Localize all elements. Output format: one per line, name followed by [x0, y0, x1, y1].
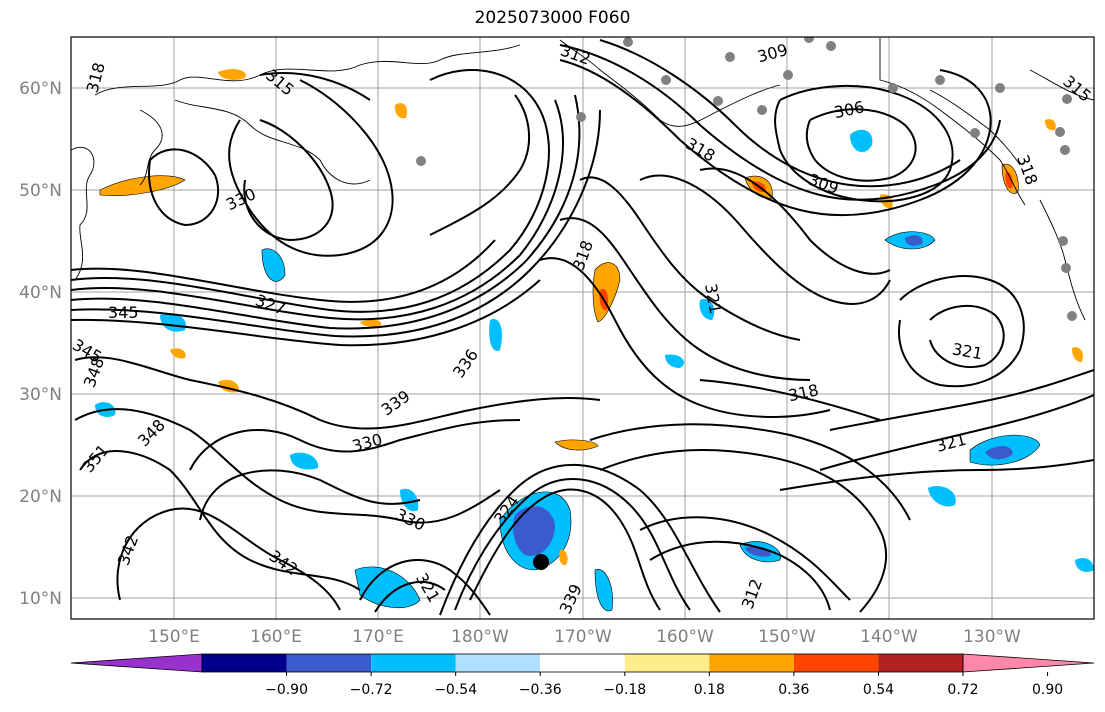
lon-label: 170°W — [554, 627, 612, 647]
colorbar-swatch — [540, 654, 625, 672]
lon-label: 150°E — [148, 627, 200, 647]
colorbar-swatch — [709, 654, 794, 672]
contour-label: 345 — [108, 303, 139, 322]
lon-label: 160°W — [656, 627, 714, 647]
colorbar-swatch — [455, 654, 541, 672]
colorbar-tick-label: −0.54 — [434, 682, 477, 698]
longitude-labels: 150°E 160°E 170°E 180°W 170°W 160°W 150°… — [148, 627, 1021, 647]
colorbar-tick-label: 0.90 — [1032, 682, 1063, 698]
plot-frame — [70, 36, 1095, 620]
lon-label: 150°W — [758, 627, 816, 647]
colorbar-swatch — [624, 654, 710, 672]
contours — [71, 39, 1094, 616]
map-title: 2025073000 F060 — [474, 8, 631, 28]
colorbar-swatch — [878, 654, 963, 672]
colorbar-tick-label: 0.18 — [694, 682, 725, 698]
lon-label: 130°W — [963, 627, 1021, 647]
colorbar-extend-high — [962, 653, 1095, 673]
colorbar-swatch — [793, 654, 879, 672]
station-markers — [416, 37, 1077, 321]
colorbar-swatch — [286, 654, 372, 672]
colorbar-swatch — [202, 654, 287, 672]
lon-label: 160°E — [250, 627, 302, 647]
lon-label: 180°W — [451, 627, 509, 647]
lat-label: 40°N — [19, 283, 62, 303]
colorbar-tick-label: 0.72 — [947, 682, 978, 698]
colorbar-extend-low — [70, 653, 203, 673]
lat-label: 50°N — [19, 181, 62, 201]
latitude-labels: 60°N 50°N 40°N 30°N 20°N 10°N — [19, 79, 62, 609]
colorbar-tick-label: −0.72 — [350, 682, 393, 698]
coastlines — [71, 38, 1094, 321]
colorbar-tick-label: 0.54 — [863, 682, 894, 698]
shaded-field — [95, 69, 1094, 612]
storm-center-marker — [533, 554, 549, 570]
lon-label: 140°W — [860, 627, 918, 647]
colorbar-outline — [201, 653, 964, 673]
colorbar-tick-label: −0.18 — [603, 682, 646, 698]
lat-label: 20°N — [19, 487, 62, 507]
colorbar-tick-label: −0.90 — [265, 682, 308, 698]
colorbar-swatch — [371, 654, 456, 672]
lon-label: 170°E — [352, 627, 404, 647]
colorbar-tick-label: 0.36 — [778, 682, 809, 698]
colorbar: −0.90 −0.72 −0.54 −0.36 −0.18 0.18 0.36 0.54 0.7… — [70, 653, 1095, 698]
lat-label: 60°N — [19, 79, 62, 99]
lat-label: 30°N — [19, 385, 62, 405]
colorbar-tick-label: −0.36 — [519, 682, 562, 698]
lat-label: 10°N — [19, 589, 62, 609]
